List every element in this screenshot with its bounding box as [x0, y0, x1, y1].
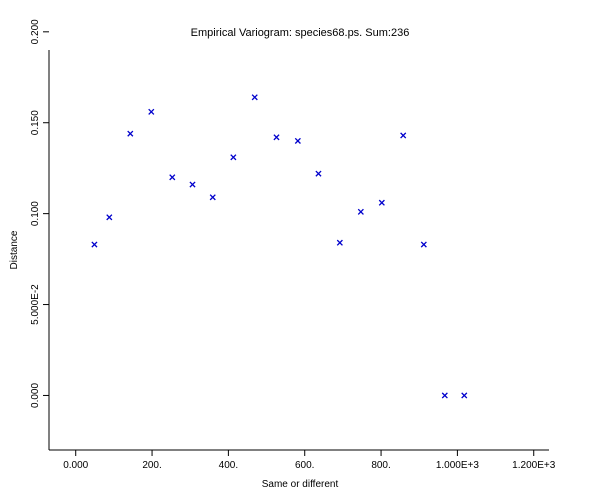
x-tick-label: 800.: [371, 460, 390, 471]
y-axis-label: Distance: [9, 230, 20, 269]
x-axis-label: Same or different: [262, 479, 339, 490]
x-tick-label: 200.: [142, 460, 161, 471]
chart-title: Empirical Variogram: species68.ps. Sum:2…: [191, 27, 410, 39]
x-tick-label: 1.200E+3: [512, 460, 556, 471]
data-point: [273, 134, 280, 141]
data-point: [251, 94, 258, 101]
x-tick-label: 0.000: [63, 460, 88, 471]
x-tick-label: 1.000E+3: [436, 460, 480, 471]
data-point: [169, 174, 176, 181]
data-point: [189, 181, 196, 188]
data-point: [461, 392, 468, 399]
data-point: [400, 132, 407, 139]
data-point: [91, 241, 98, 248]
data-point: [315, 170, 322, 177]
y-axis-ticks: 0.000 5.000E-2 0.100 0.150 0.200: [30, 19, 49, 408]
data-point: [378, 199, 385, 206]
data-point: [336, 239, 343, 246]
y-tick-label: 0.000: [30, 383, 41, 408]
x-tick-label: 600.: [295, 460, 314, 471]
data-point: [127, 130, 134, 137]
data-point: [420, 241, 427, 248]
data-points: [91, 94, 468, 399]
data-point: [148, 108, 155, 115]
data-point: [357, 208, 364, 215]
data-point: [209, 194, 216, 201]
y-tick-label: 5.000E-2: [30, 284, 41, 325]
y-tick-label: 0.150: [30, 110, 41, 135]
data-point: [230, 154, 237, 161]
y-tick-label: 0.200: [30, 19, 41, 44]
x-tick-label: 400.: [219, 460, 238, 471]
data-point: [294, 137, 301, 144]
data-point: [106, 214, 113, 221]
x-axis-ticks: 0.000 200. 400. 600. 800. 1.000E+3 1.200E+3: [63, 450, 556, 471]
y-tick-label: 0.100: [30, 201, 41, 226]
data-point: [441, 392, 448, 399]
